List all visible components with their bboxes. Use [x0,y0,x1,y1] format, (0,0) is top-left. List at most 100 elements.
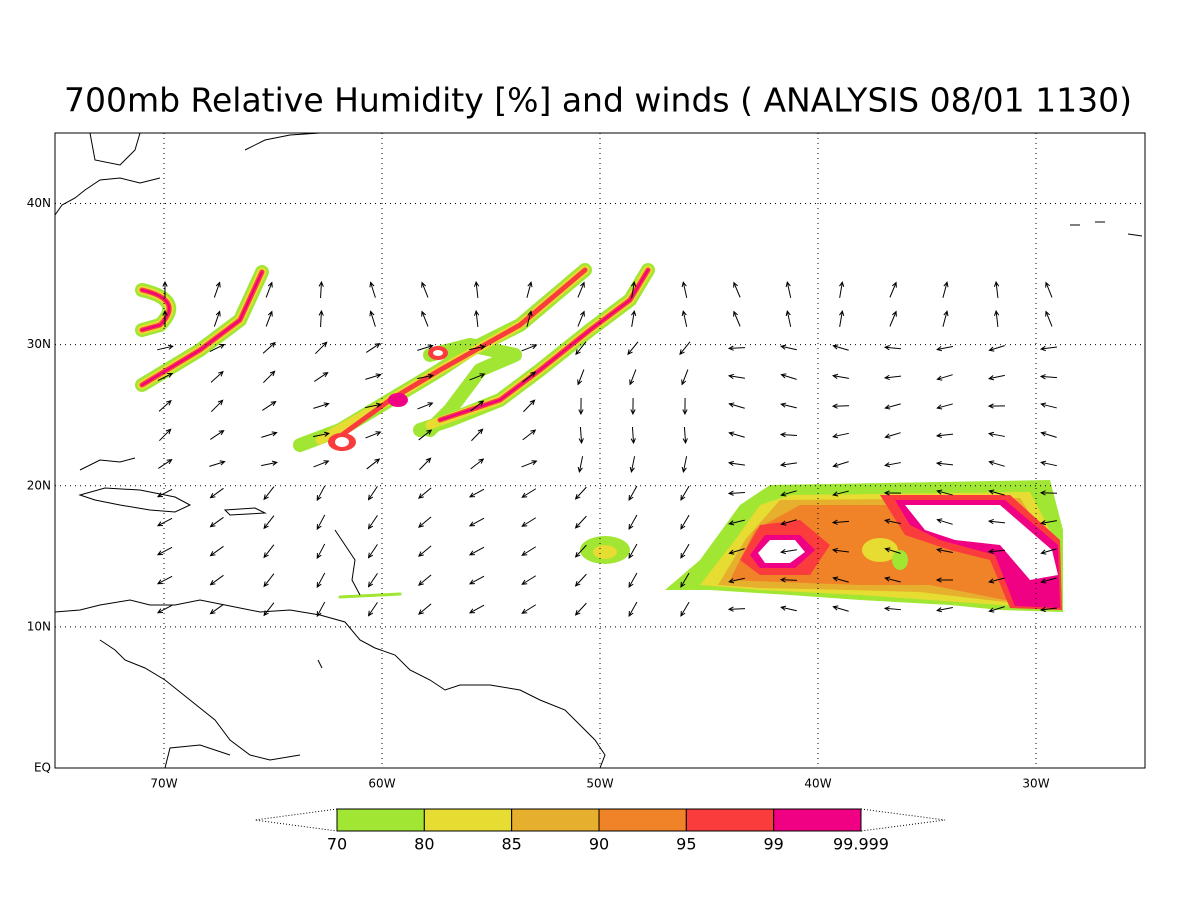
wind-arrow [1040,577,1057,584]
wind-arrow [628,485,638,501]
wind-arrow [1040,548,1057,555]
lat-tick-label: 20N [27,478,51,492]
wind-arrow [1039,606,1058,613]
wind-arrow [314,371,329,382]
wind-arrow [210,370,224,383]
wind-arrow [884,576,901,583]
wind-arrow [577,369,585,386]
wind-arrow [889,281,897,298]
wind-arrow [628,543,638,559]
wind-arrow [1040,460,1057,467]
wind-arrow [883,606,902,612]
wind-arrow [839,309,845,327]
wind-arrow [263,602,275,617]
humidity-west [135,263,655,599]
wind-arrow [779,577,798,583]
wind-arrow [728,519,745,526]
wind-arrow [578,426,584,445]
lon-tick-label: 50W [586,777,613,791]
lat-tick-label: 30N [27,337,51,351]
wind-arrow [993,280,1000,299]
wind-arrow [832,605,849,612]
wind-arrow [365,373,382,380]
wind-arrow [523,399,536,413]
wind-arrow [936,374,953,381]
wind-arrow [630,397,636,416]
wind-arrow [209,460,226,467]
wind-arrow [780,402,797,409]
wind-arrow [728,402,745,409]
wind-arrow [935,461,954,467]
colorbar-swatch [423,808,513,832]
wind-arrow [628,572,638,588]
wind-arrow [469,373,486,381]
wind-arrow [158,458,173,469]
wind-arrow [832,461,849,468]
colorbar-label: 85 [501,835,521,854]
wind-arrow [682,426,688,445]
wind-arrow [263,486,275,501]
colorbar-label: 95 [676,835,696,854]
wind-arrow [727,373,745,380]
wind-arrow [318,280,324,299]
lon-tick-label: 60W [368,777,395,791]
wind-arrow [831,547,849,554]
wind-arrow [316,543,326,560]
wind-arrow [367,602,378,617]
wind-arrow [680,572,690,588]
wind-arrow [261,460,278,467]
wind-arrow [473,309,480,328]
wind-arrow [1039,520,1057,526]
wind-arrow [263,370,276,384]
colorbar-label: 99.999 [833,835,889,854]
wind-arrow [680,543,690,559]
wind-arrow [780,373,797,380]
colorbar-label: 70 [327,835,347,854]
wind-arrow [988,606,1005,613]
wind-arrow [313,460,330,468]
wind-arrow [521,517,537,527]
wind-arrow [468,488,485,498]
wind-arrow [162,280,168,298]
wind-arrow [681,281,688,298]
wind-arrow [935,432,954,438]
wind-arrow [988,460,1005,467]
wind-arrow [832,432,849,439]
wind-arrow [884,432,901,439]
wind-arrow [418,487,432,499]
wind-arrow [682,397,688,416]
wind-arrow [780,519,797,526]
wind-arrow [367,544,378,559]
wind-arrow [316,601,326,618]
wind-arrow [365,402,382,409]
wind-arrow [522,429,537,441]
wind-arrow [1040,431,1057,438]
colorbar-label: 80 [414,835,434,854]
wind-arrow [680,601,690,617]
wind-arrow [417,344,434,351]
wind-arrow [367,486,378,501]
wind-arrow [629,369,637,386]
wind-arrow [470,400,485,412]
wind-arrow [209,545,224,557]
wind-arrow [367,573,378,588]
wind-arrow [832,344,849,351]
map-title: 700mb Relative Humidity [%] and winds ( … [64,81,1132,120]
wind-arrow [577,456,584,473]
wind-arrow [733,281,741,298]
wind-arrow [1045,310,1053,327]
colorbar-label: 99 [763,835,783,854]
wind-arrow [418,574,432,586]
wind-arrow [575,341,587,356]
wind-arrow [210,429,225,440]
wind-vectors [156,280,1058,618]
wind-arrow [993,309,1000,328]
wind-arrow [728,431,745,438]
wind-arrow [521,460,538,468]
wind-arrow [1040,402,1057,409]
wind-arrow [681,369,689,386]
wind-arrow [987,548,1006,554]
wind-arrow [316,485,326,502]
